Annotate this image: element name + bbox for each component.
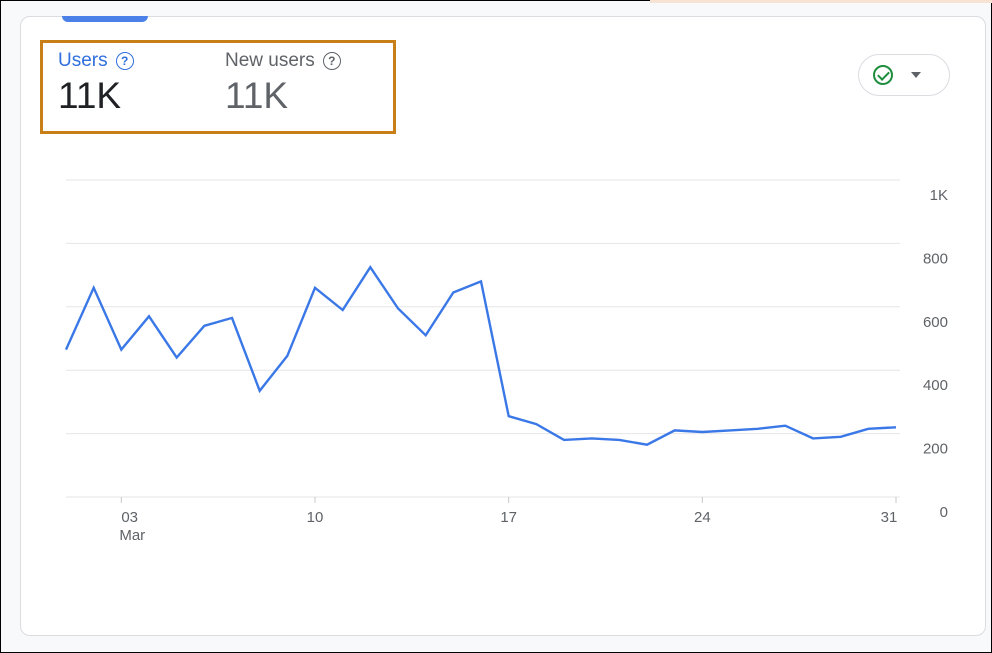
x-tick-label: 31 <box>881 509 898 526</box>
top-accent-bar <box>650 0 992 3</box>
metric-users-label: Users <box>58 50 108 71</box>
chart-gridlines <box>66 179 900 498</box>
metric-new-users[interactable]: New users ? 11K <box>225 50 341 118</box>
metric-new-users-value: 11K <box>225 75 289 116</box>
x-tick-sublabel: Mar <box>119 527 145 544</box>
help-circle-icon[interactable]: ? <box>322 52 341 70</box>
chart-series <box>64 265 897 446</box>
x-tick-label: 17 <box>500 509 517 526</box>
y-axis-ticks: 0 200 400 600 800 1K <box>923 187 948 521</box>
caret-down-icon <box>911 72 921 78</box>
metric-users-label-row: Users ? <box>58 50 134 72</box>
y-tick-label: 800 <box>923 250 948 267</box>
x-tick-label: 03 <box>121 509 138 526</box>
metric-users-value: 11K <box>58 75 122 116</box>
y-tick-label: 1K <box>930 187 948 204</box>
metric-new-users-label-row: New users ? <box>225 50 341 72</box>
metric-new-users-label: New users <box>225 50 315 71</box>
help-circle-icon[interactable]: ? <box>115 52 134 70</box>
compare-dropdown-button[interactable] <box>858 54 950 96</box>
metrics-highlight-box <box>40 40 396 134</box>
y-tick-label: 0 <box>940 504 948 521</box>
metric-users[interactable]: Users ? 11K <box>58 50 134 118</box>
y-tick-label: 200 <box>923 441 948 458</box>
check-circle-icon <box>873 65 893 85</box>
y-tick-label: 400 <box>923 377 948 394</box>
users-chart-card <box>20 16 986 636</box>
active-tab-indicator <box>62 16 148 22</box>
x-tick-label: 10 <box>307 509 324 526</box>
users-series-line[interactable] <box>64 265 897 446</box>
y-tick-label: 600 <box>923 314 948 331</box>
x-tick-label: 24 <box>694 509 711 526</box>
